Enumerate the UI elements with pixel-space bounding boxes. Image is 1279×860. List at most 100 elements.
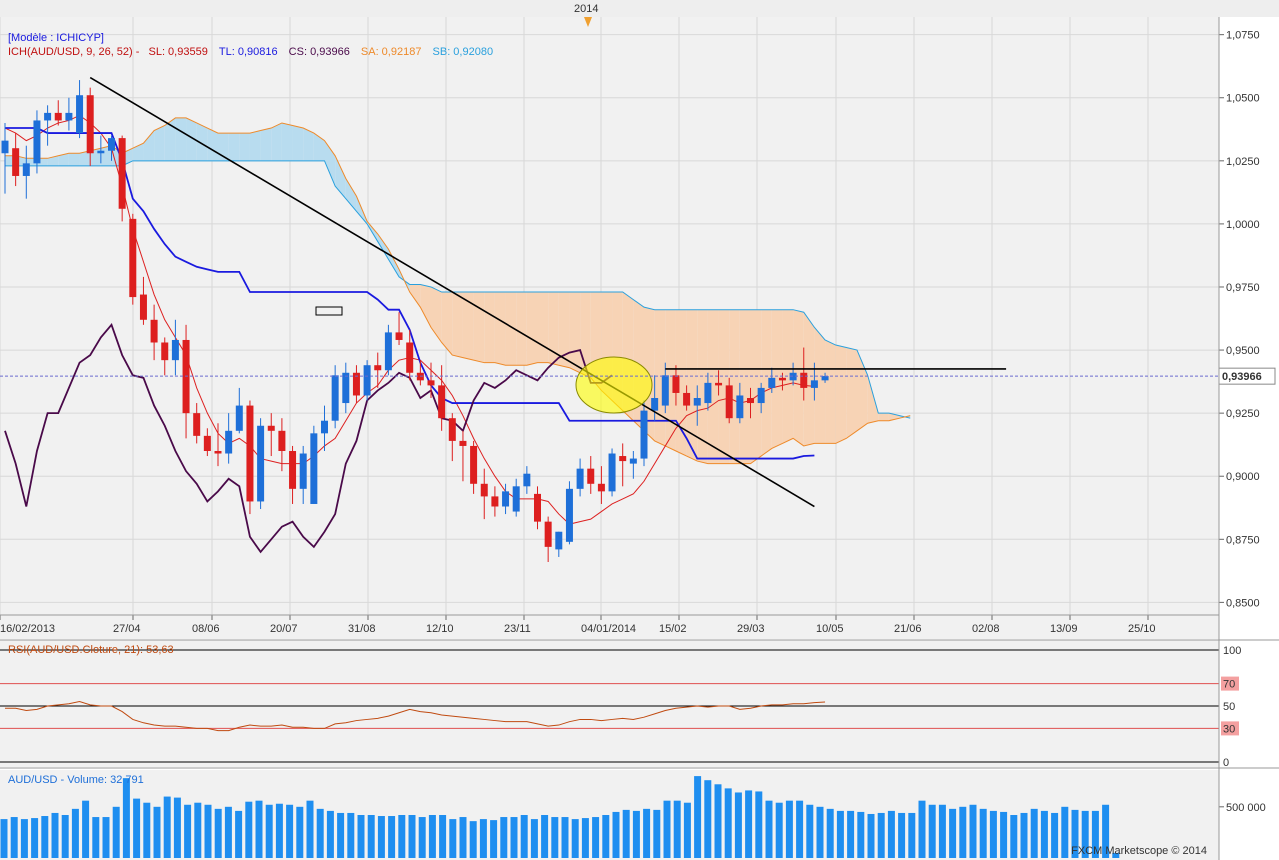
candle (821, 372, 829, 383)
x-tick-label: 13/09 (1050, 623, 1078, 635)
cloud-segment (505, 292, 517, 366)
candle (470, 440, 478, 494)
volume-bar (418, 817, 426, 858)
candle-body (480, 483, 488, 497)
candle (44, 105, 52, 146)
volume-bar (326, 810, 334, 858)
volume-bar (367, 815, 375, 858)
cloud-segment (239, 133, 250, 161)
volume-bar (520, 815, 528, 858)
volume-bar (388, 816, 396, 858)
volume-bar (765, 800, 773, 858)
volume-bar (500, 817, 508, 858)
volume-bar (51, 812, 59, 858)
cloud-segment (441, 292, 453, 356)
candle (544, 516, 552, 563)
legend-tl: TL: 0,90816 (218, 46, 278, 58)
candle (299, 445, 307, 504)
candles (1, 80, 829, 563)
candle-body (235, 405, 243, 431)
volume-bar (898, 812, 906, 858)
volume-bar (775, 802, 783, 858)
cloud-segment (271, 122, 282, 161)
y-tick-label: 0,9750 (1226, 282, 1260, 294)
rsi-panel: 100 70 50 30 0 (0, 645, 1241, 769)
volume-bar (1051, 812, 1059, 858)
volume-bar (1000, 811, 1008, 858)
candle-body (108, 138, 115, 151)
candle-body (331, 375, 339, 421)
candle (65, 97, 73, 131)
cloud-segment (452, 292, 463, 358)
cloud-segment (750, 309, 762, 464)
cloud-segment (68, 153, 80, 166)
volume-bar (224, 806, 232, 858)
volume-bar (571, 819, 579, 858)
candle-body (44, 112, 52, 121)
volume-bar (173, 797, 181, 858)
candle (289, 445, 297, 504)
candle-body (523, 473, 531, 487)
cloud-segment (47, 155, 59, 166)
candle (171, 319, 179, 376)
candle-body (672, 375, 680, 393)
volume-bar (541, 815, 549, 858)
rsi-tick-label: 70 (1223, 679, 1235, 691)
candle (12, 133, 20, 187)
cloud-segment (771, 309, 783, 449)
volume-bar (867, 813, 875, 858)
candle (97, 135, 105, 164)
cloud-segment (186, 117, 197, 161)
candle (789, 362, 797, 386)
volume-bar (0, 819, 8, 858)
candle-body (555, 531, 563, 550)
candle (715, 370, 723, 396)
candle (161, 337, 169, 376)
volume-bar (510, 817, 518, 858)
candle (384, 324, 392, 376)
cloud-segment (654, 309, 666, 446)
y-tick-label: 0,9250 (1226, 408, 1260, 420)
volume-bar (163, 796, 171, 858)
candle (139, 276, 147, 325)
cloud-segment (292, 125, 304, 161)
volume-bar (1040, 810, 1048, 858)
volume-bar (1020, 812, 1028, 858)
volume-bar (357, 815, 365, 858)
candle-body (576, 468, 584, 489)
cloud-segment (431, 286, 442, 343)
y-tick-label: 1,0250 (1226, 156, 1260, 168)
candle (246, 400, 254, 515)
candle (352, 365, 360, 404)
candle (214, 423, 222, 467)
x-tick-label: 25/10 (1128, 623, 1156, 635)
volume-bar (439, 815, 447, 858)
volume-bar (41, 816, 49, 858)
candle-body (363, 365, 371, 396)
candle-body (225, 430, 233, 454)
volume-bar (1112, 852, 1120, 858)
candle (534, 486, 541, 530)
candle (672, 365, 680, 406)
candle-body (257, 425, 265, 502)
candle (342, 362, 350, 414)
candle-body (427, 380, 435, 386)
candle-body (118, 138, 126, 209)
candle-body (725, 385, 733, 419)
volume-bar (10, 817, 18, 858)
candle-body (86, 95, 94, 154)
candle-body (715, 382, 723, 386)
volume-bar (663, 800, 671, 858)
cloud-segment (558, 292, 570, 368)
candle-body (321, 420, 328, 434)
rsi-level-badge (1221, 676, 1239, 691)
candle-body (267, 425, 275, 431)
y-tick-label: 1,0750 (1226, 30, 1260, 42)
candle-body (502, 491, 510, 507)
cloud-segment (484, 292, 495, 363)
cloud-segment (494, 292, 506, 366)
volume-bar (581, 818, 589, 858)
volume-bar (949, 808, 957, 858)
volume-bar (796, 800, 804, 858)
rsi-tick-label: 100 (1223, 645, 1241, 657)
